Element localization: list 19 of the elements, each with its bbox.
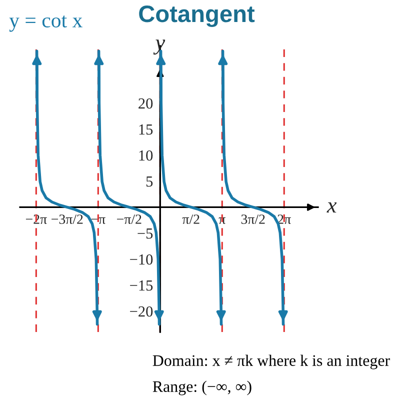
y-tick-label: 5	[146, 176, 153, 187]
x-tick-label: −π/2	[117, 214, 142, 224]
x-tick-label: 3π/2	[241, 214, 265, 224]
text: Range: (−∞, ∞)	[152, 380, 252, 396]
y-tick-label: −20	[130, 306, 153, 317]
x-tick-label: π	[218, 217, 226, 224]
y-tick-label: 10	[139, 150, 153, 161]
y-tick-label: 20	[138, 98, 153, 109]
y-tick-label: 15	[139, 124, 153, 135]
x-tick-label: π/2	[182, 214, 200, 224]
y-tick-label: −5	[138, 228, 153, 239]
x-axis-title: x	[326, 202, 337, 213]
chart-title: Cotangent	[139, 6, 255, 28]
y-tick-label: −15	[130, 280, 153, 291]
y-tick-label: −10	[130, 254, 153, 265]
y-axis-title: y	[153, 40, 166, 55]
series-label: y = cot x	[9, 16, 82, 32]
text: Domain: x ≠ πk where k is an integer	[152, 354, 390, 370]
x-tick-label: −3π/2	[52, 214, 83, 224]
